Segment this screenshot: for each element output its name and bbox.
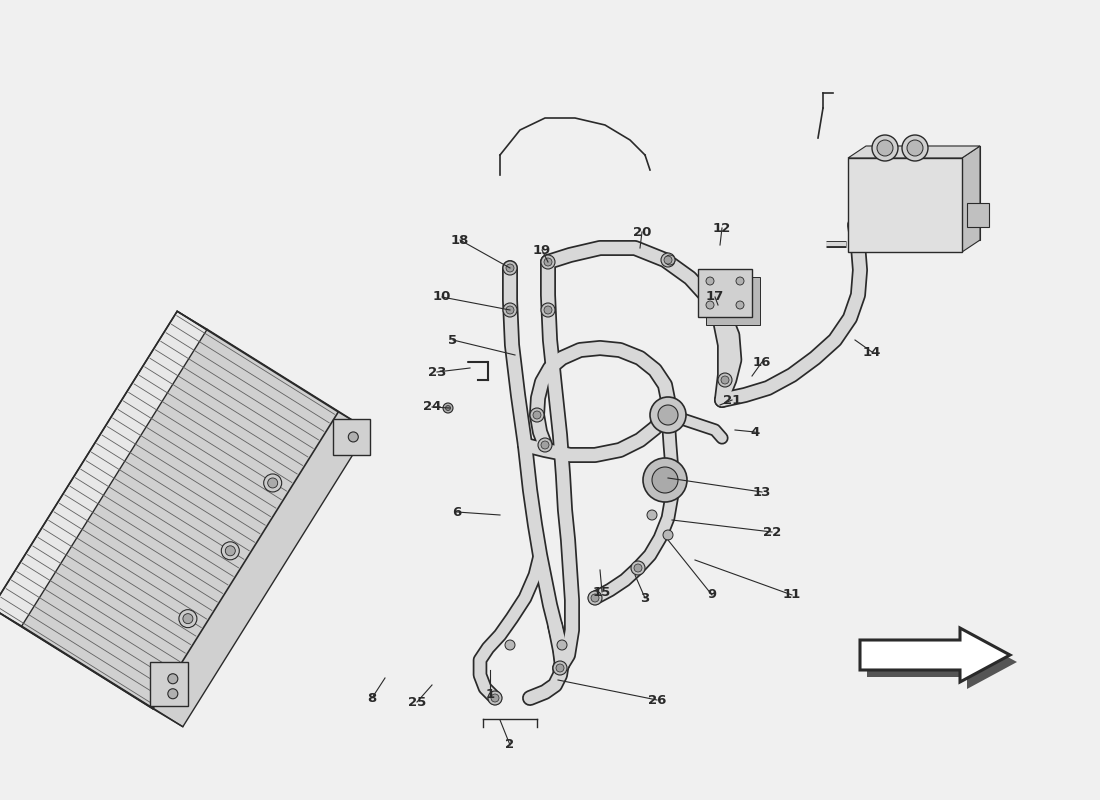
Text: 18: 18 <box>451 234 470 246</box>
Circle shape <box>541 255 556 269</box>
Circle shape <box>872 135 898 161</box>
Circle shape <box>658 405 678 425</box>
Circle shape <box>661 253 675 267</box>
Text: 5: 5 <box>449 334 458 346</box>
Circle shape <box>706 277 714 285</box>
Circle shape <box>183 614 192 624</box>
Circle shape <box>534 411 541 419</box>
Polygon shape <box>967 203 989 227</box>
Text: 17: 17 <box>706 290 724 303</box>
Circle shape <box>226 546 235 556</box>
Circle shape <box>877 140 893 156</box>
Text: 19: 19 <box>532 243 551 257</box>
Polygon shape <box>848 158 962 252</box>
Text: 13: 13 <box>752 486 771 498</box>
Polygon shape <box>866 146 980 240</box>
Polygon shape <box>706 277 760 325</box>
Circle shape <box>634 564 642 572</box>
Circle shape <box>652 467 678 493</box>
Polygon shape <box>150 662 188 706</box>
Circle shape <box>647 510 657 520</box>
Circle shape <box>650 397 686 433</box>
Circle shape <box>264 474 282 492</box>
Circle shape <box>557 640 566 650</box>
Circle shape <box>718 373 732 387</box>
Polygon shape <box>333 419 371 455</box>
Circle shape <box>591 594 600 602</box>
Text: 25: 25 <box>408 695 426 709</box>
Text: 8: 8 <box>367 691 376 705</box>
Circle shape <box>506 306 514 314</box>
Text: 10: 10 <box>432 290 451 303</box>
Circle shape <box>736 277 744 285</box>
Polygon shape <box>848 146 980 158</box>
Text: 2: 2 <box>505 738 515 751</box>
Text: 3: 3 <box>640 591 650 605</box>
Circle shape <box>443 403 453 413</box>
Text: 22: 22 <box>763 526 781 538</box>
Circle shape <box>666 255 675 265</box>
Text: 26: 26 <box>648 694 667 706</box>
Circle shape <box>491 694 499 702</box>
Circle shape <box>706 301 714 309</box>
Circle shape <box>736 301 744 309</box>
Circle shape <box>168 674 178 684</box>
Polygon shape <box>860 628 1010 682</box>
Circle shape <box>664 256 672 264</box>
Text: 24: 24 <box>422 401 441 414</box>
Text: 6: 6 <box>452 506 462 518</box>
Text: 9: 9 <box>707 589 716 602</box>
Circle shape <box>179 610 197 628</box>
Text: 15: 15 <box>593 586 612 598</box>
Circle shape <box>553 661 566 675</box>
Circle shape <box>168 689 178 698</box>
Polygon shape <box>22 330 368 726</box>
Circle shape <box>538 438 552 452</box>
Circle shape <box>505 640 515 650</box>
Circle shape <box>541 441 549 449</box>
Circle shape <box>663 530 673 540</box>
Circle shape <box>902 135 928 161</box>
Circle shape <box>908 140 923 156</box>
Circle shape <box>267 478 277 488</box>
Text: 20: 20 <box>632 226 651 238</box>
Text: 12: 12 <box>713 222 732 234</box>
Circle shape <box>446 406 451 410</box>
Circle shape <box>544 258 552 266</box>
Text: 14: 14 <box>862 346 881 358</box>
Circle shape <box>503 303 517 317</box>
Circle shape <box>541 303 556 317</box>
Polygon shape <box>962 146 980 252</box>
Circle shape <box>644 458 688 502</box>
Circle shape <box>556 664 564 672</box>
Circle shape <box>544 306 552 314</box>
Circle shape <box>631 561 645 575</box>
Polygon shape <box>0 311 339 709</box>
Text: 1: 1 <box>485 689 495 702</box>
Polygon shape <box>698 269 752 317</box>
Circle shape <box>530 408 544 422</box>
Circle shape <box>488 691 502 705</box>
Circle shape <box>503 261 517 275</box>
Text: 4: 4 <box>750 426 760 438</box>
Text: 23: 23 <box>428 366 447 378</box>
Circle shape <box>588 591 602 605</box>
Circle shape <box>720 376 729 384</box>
Text: 16: 16 <box>752 355 771 369</box>
Circle shape <box>221 542 240 560</box>
Polygon shape <box>867 635 1018 689</box>
Circle shape <box>349 432 359 442</box>
Text: 21: 21 <box>723 394 741 406</box>
Circle shape <box>506 264 514 272</box>
Text: 11: 11 <box>783 589 801 602</box>
